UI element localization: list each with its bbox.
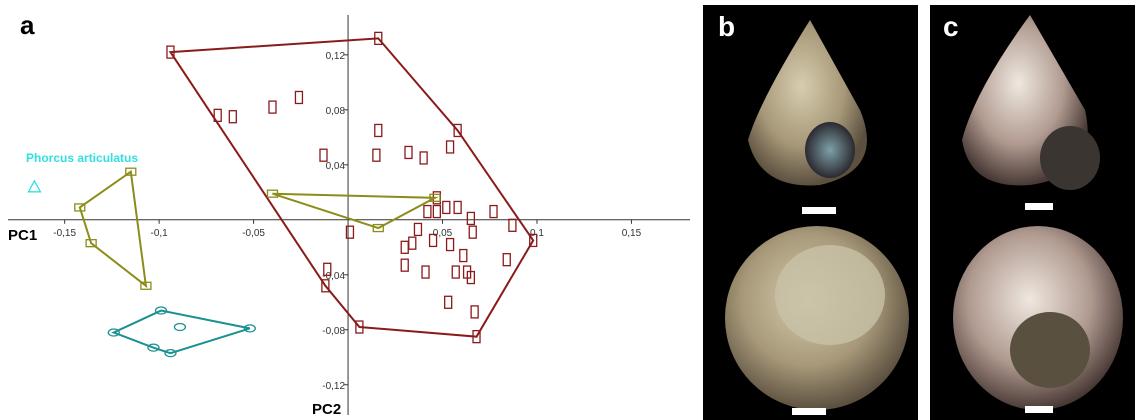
photos: b c	[700, 0, 1135, 420]
point	[452, 266, 459, 278]
point	[420, 152, 427, 164]
scale-bar	[802, 207, 836, 214]
point	[346, 226, 353, 238]
x-axis-label: PC1	[8, 227, 37, 244]
point	[509, 219, 516, 231]
point	[295, 91, 302, 103]
point	[229, 111, 236, 123]
convex-hull	[170, 38, 533, 336]
scatter-plot: a PC1 PC2 Phorcus articulatus -0,15 -0,1 -…	[0, 0, 700, 420]
aperture	[805, 122, 855, 178]
point	[443, 201, 450, 213]
point	[467, 212, 474, 224]
point	[373, 149, 380, 161]
scale-bar	[1025, 203, 1053, 210]
convex-hull	[80, 172, 146, 286]
point	[471, 306, 478, 318]
y-tick-label: -0,08	[322, 326, 345, 337]
point	[460, 250, 467, 262]
x-tick-label: 0,05	[433, 228, 453, 239]
aperture	[1010, 312, 1090, 388]
point	[447, 141, 454, 153]
point	[447, 239, 454, 251]
scale-bar	[1025, 406, 1053, 413]
panel-label: b	[718, 11, 735, 42]
convex-hull	[114, 311, 250, 354]
point	[269, 101, 276, 113]
panel-label: c	[943, 11, 959, 42]
aperture	[775, 245, 885, 345]
y-axis-label: PC2	[312, 401, 341, 418]
scale-bar	[792, 408, 826, 415]
point	[422, 266, 429, 278]
point	[320, 149, 327, 161]
point	[375, 124, 382, 136]
point	[445, 296, 452, 308]
point	[414, 223, 421, 235]
x-tick-label: 0,15	[622, 228, 642, 239]
panel-label: a	[20, 10, 35, 40]
annotation: Phorcus articulatus	[26, 151, 138, 165]
y-tick-label: -0,12	[322, 381, 345, 392]
point	[424, 206, 431, 218]
y-tick-label: 0,04	[326, 161, 346, 172]
point	[503, 254, 510, 266]
point	[174, 324, 185, 331]
x-tick-label: -0,15	[53, 228, 76, 239]
point	[401, 259, 408, 271]
point	[469, 226, 476, 238]
x-tick-label: -0,1	[151, 228, 169, 239]
point	[409, 237, 416, 249]
aperture	[1040, 126, 1100, 190]
point	[454, 201, 461, 213]
point	[401, 241, 408, 253]
y-tick-label: 0,08	[326, 106, 346, 117]
x-tick-label: -0,05	[242, 228, 265, 239]
convex-hull	[272, 194, 434, 228]
point	[28, 181, 40, 192]
point	[433, 206, 440, 218]
y-tick-label: 0,12	[326, 51, 346, 62]
figure: a PC1 PC2 Phorcus articulatus -0,15 -0,1 -…	[0, 0, 1135, 420]
point	[405, 146, 412, 158]
point	[490, 206, 497, 218]
